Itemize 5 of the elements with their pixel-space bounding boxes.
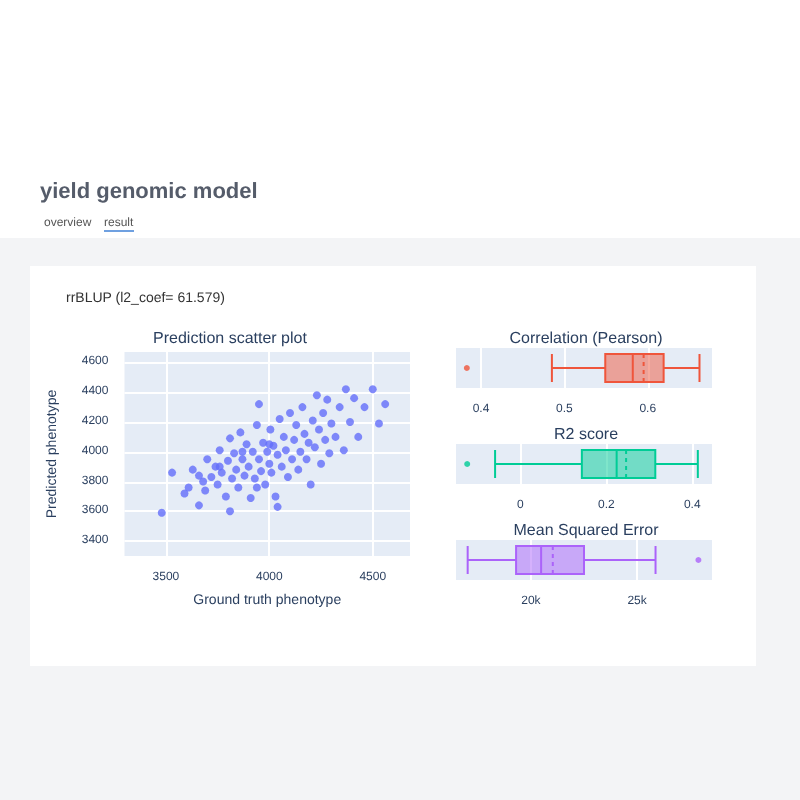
chart-title: Prediction scatter plot xyxy=(153,329,309,347)
chart-title: Correlation (Pearson) xyxy=(509,329,664,347)
chart-title: R2 score xyxy=(553,425,620,443)
chart-title: Mean Squared Error xyxy=(513,521,660,539)
text: yield genomic model xyxy=(40,180,258,204)
